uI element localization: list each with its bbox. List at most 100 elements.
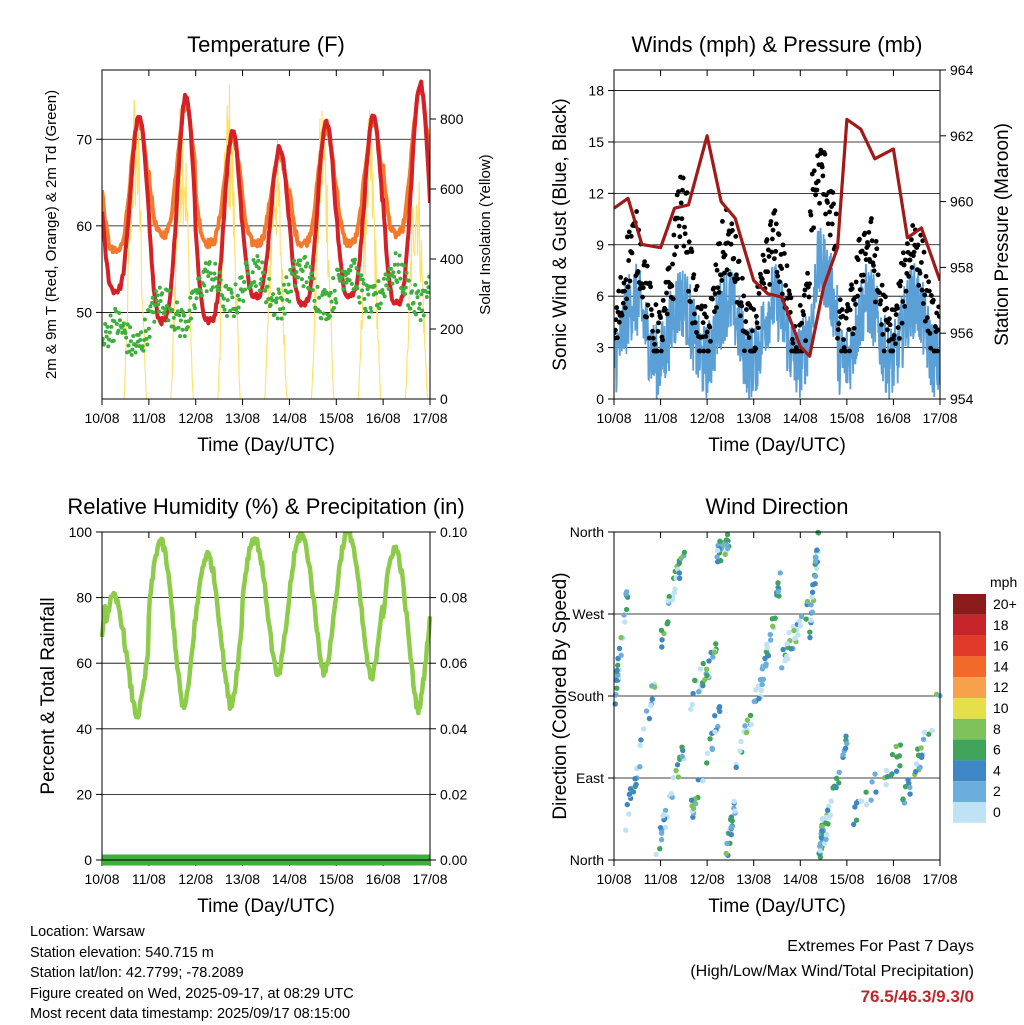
direction-point [695, 777, 701, 783]
dewpoint-point [307, 275, 312, 280]
direction-point [812, 573, 819, 579]
dewpoint-point [256, 266, 261, 271]
dewpoint-point [204, 289, 209, 294]
legend-swatch [953, 594, 986, 615]
temperature-y2tick-label: 800 [440, 111, 464, 127]
gust-point [670, 296, 676, 302]
gust-point [783, 283, 789, 288]
gust-point [686, 239, 692, 245]
humidity-xtick-label: 12/08 [178, 871, 213, 887]
legend-label: 8 [993, 721, 1001, 737]
gust-point [908, 237, 914, 243]
direction-point [728, 824, 735, 830]
dewpoint-point [271, 292, 276, 297]
direction-point [724, 531, 731, 538]
direction-point [690, 805, 697, 812]
gust-point [780, 242, 786, 248]
direction-point [777, 570, 783, 576]
gust-point [733, 234, 739, 239]
dewpoint-point [242, 280, 247, 285]
dewpoint-point [150, 295, 155, 300]
gust-point [853, 301, 858, 307]
temperature-ytick-label: 70 [76, 131, 92, 147]
gust-point [688, 299, 693, 305]
dewpoint-point [322, 288, 327, 293]
dewpoint-point [419, 292, 424, 297]
direction-point [813, 565, 820, 572]
dewpoint-point [217, 287, 222, 292]
gust-point [820, 173, 826, 179]
dewpoint-point [112, 319, 117, 324]
direction-point [732, 808, 738, 814]
humidity-xtick-label: 17/08 [412, 871, 447, 887]
gust-point [899, 320, 905, 326]
direction-point [807, 634, 813, 641]
direction-point [812, 558, 819, 565]
direction-point [614, 667, 620, 674]
dewpoint-point [222, 307, 227, 312]
legend-swatch [953, 718, 986, 740]
direction-point [713, 641, 719, 647]
dewpoint-point [396, 270, 401, 275]
humidity-plot-area [99, 532, 433, 866]
direction-point [637, 742, 643, 749]
gust-point [627, 278, 633, 284]
dewpoint-point [349, 264, 354, 269]
direction-point [676, 570, 683, 576]
dewpoint-point [104, 334, 109, 339]
station-pressure-line [614, 117, 940, 358]
gust-point [712, 309, 717, 315]
dewpoint-point [131, 334, 136, 339]
temperature-xtick-label: 11/08 [132, 410, 166, 426]
direction-point [723, 537, 730, 543]
direction-point [790, 623, 797, 630]
dewpoint-point [105, 324, 110, 329]
direction-point [823, 820, 829, 826]
direction-point [612, 701, 618, 707]
dewpoint-point [288, 289, 293, 294]
dewpoint-point [170, 307, 175, 312]
direction-point [702, 676, 708, 683]
gust-point [787, 291, 793, 297]
dewpoint-point [182, 313, 186, 318]
gust-point [626, 229, 632, 235]
direction-point [714, 559, 721, 565]
humidity-xtick-label: 13/08 [225, 871, 260, 887]
direction-point [743, 729, 750, 736]
direction-point [728, 831, 734, 838]
gust-point [744, 330, 750, 336]
winds-xtick-label: 13/08 [736, 410, 771, 426]
direction-point [828, 798, 834, 804]
direction-point [613, 677, 620, 683]
gust-point [658, 315, 663, 321]
dewpoint-point [417, 301, 422, 306]
gust-point [847, 307, 853, 313]
temperature-xtick-label: 16/08 [366, 410, 401, 426]
gust-point [741, 293, 747, 299]
winds-ytick-label: 9 [596, 237, 604, 253]
dewpoint-point [241, 298, 246, 303]
winds-y2tick-label: 958 [950, 259, 974, 275]
direction-point [817, 848, 823, 854]
dewpoint-point [332, 288, 337, 293]
gust-point [743, 307, 749, 312]
gust-point [790, 340, 796, 346]
gust-point [859, 248, 865, 254]
gust-point [910, 253, 916, 259]
dewpoint-point [171, 315, 176, 320]
dewpoint-point [382, 294, 387, 299]
gust-point [765, 269, 771, 275]
station-latlon: Station lat/lon: 42.7799; -78.2089 [30, 965, 244, 981]
dewpoint-point [217, 270, 222, 275]
direction-point [632, 775, 638, 782]
gust-point [734, 272, 739, 278]
gust-point [807, 281, 812, 287]
dewpoint-point [252, 280, 257, 285]
direction-point [742, 723, 748, 729]
humidity-y2tick-label: 0.10 [440, 524, 467, 540]
dewpoint-point [397, 253, 402, 258]
direction-point [784, 653, 790, 659]
gust-point [928, 345, 934, 351]
dewpoint-point [199, 293, 204, 298]
dewpoint-point [344, 280, 349, 285]
